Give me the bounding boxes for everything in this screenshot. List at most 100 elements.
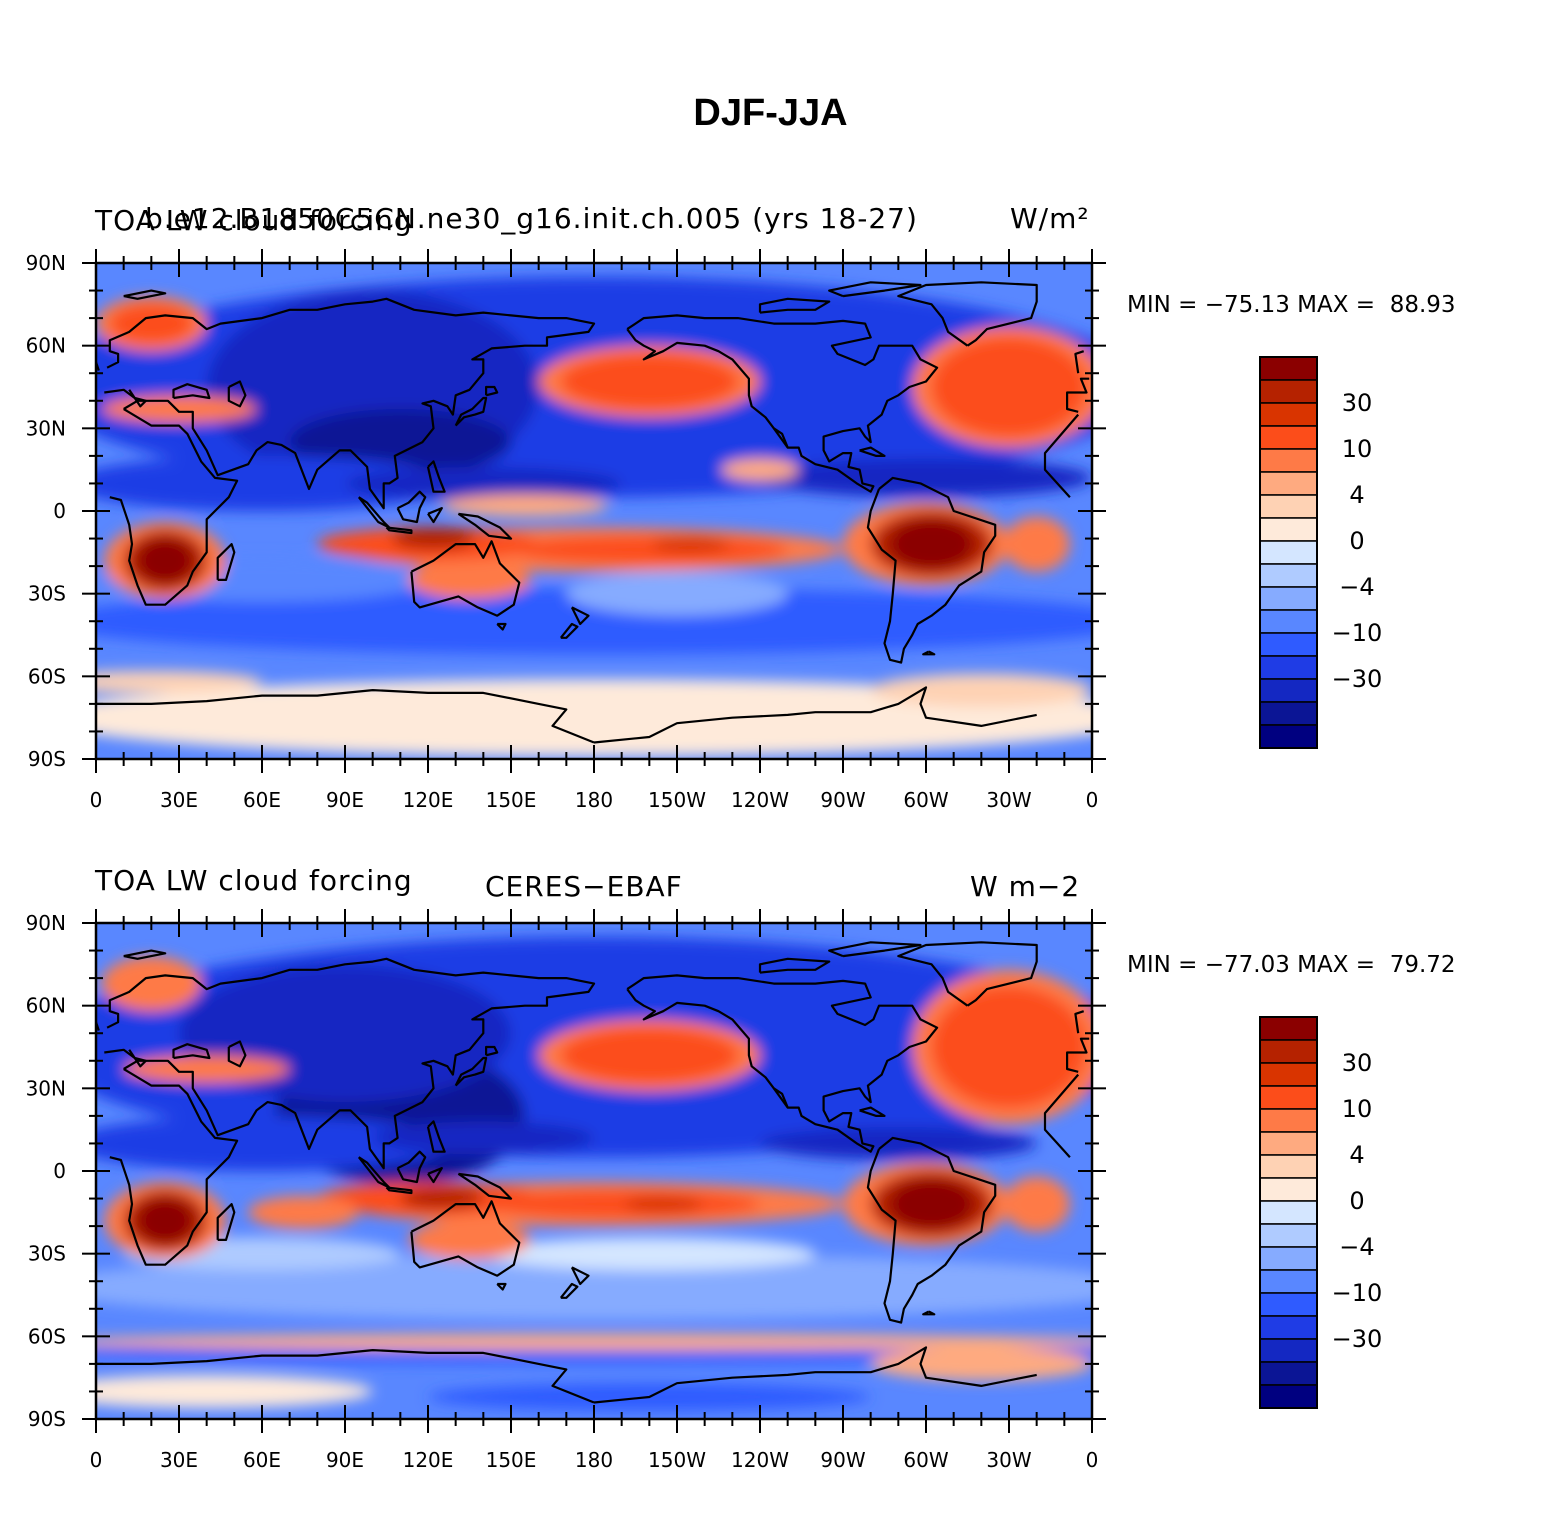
coastline: [172, 383, 211, 400]
contour-region: [560, 353, 738, 410]
colorbar-swatch: [1259, 1016, 1318, 1041]
contour-region: [248, 1195, 359, 1229]
panel-left-title: TOA LW cloud forcing: [95, 864, 413, 897]
coastline: [457, 512, 513, 540]
lon-tick-label: 0: [90, 1448, 103, 1472]
colorbar-swatch: [1259, 356, 1318, 381]
coastline: [454, 396, 488, 427]
colorbar-tick-label: 0: [1349, 1187, 1364, 1215]
contour-region: [372, 1121, 594, 1155]
coastline: [1043, 1073, 1080, 1158]
colorbar-tick-label: −10: [1332, 1279, 1383, 1307]
lon-tick-label: 30E: [160, 1448, 198, 1472]
lon-tick-label: 180: [575, 788, 613, 812]
lat-tick-label: 30S: [28, 582, 66, 606]
coastline: [385, 526, 413, 535]
colorbar-swatch: [1259, 1108, 1318, 1133]
coastline: [570, 1266, 590, 1286]
colorbar-swatch: [1259, 1384, 1318, 1409]
coastline: [593, 686, 1037, 744]
lat-tick-label: 0: [53, 1159, 66, 1183]
coastline: [96, 689, 595, 744]
contour-region: [624, 1195, 702, 1213]
coastline: [104, 1048, 147, 1068]
coastline: [216, 1203, 236, 1241]
colorbar-tick-label: 10: [1342, 1095, 1373, 1123]
contour-region: [931, 337, 1087, 437]
coastline: [496, 622, 507, 631]
colorbar-swatch: [1259, 1223, 1318, 1248]
colorbar-tick-label: 0: [1349, 527, 1364, 555]
lon-tick-label: 60W: [903, 788, 948, 812]
panel-units: W m−2: [970, 870, 1081, 903]
coastline: [859, 1106, 886, 1117]
lon-tick-label: 120E: [403, 1448, 454, 1472]
lon-tick-label: 30W: [986, 1448, 1031, 1472]
coastline: [866, 1136, 997, 1324]
lat-tick-label: 90S: [28, 1407, 66, 1431]
coastline: [426, 460, 446, 493]
contour-region: [870, 673, 1092, 707]
contour-region: [96, 588, 1092, 655]
colorbar-swatch: [1259, 678, 1318, 703]
coastline: [593, 1346, 1037, 1404]
coastline: [626, 974, 939, 1153]
colorbar-tick-label: 10: [1342, 435, 1373, 463]
contour-region: [870, 1347, 1092, 1381]
lon-tick-label: 0: [90, 788, 103, 812]
coastline: [773, 427, 789, 449]
contour-region: [931, 986, 1087, 1108]
coastline: [227, 1040, 247, 1068]
contour-region: [96, 1333, 1092, 1351]
coastline: [859, 446, 886, 457]
colorbar-tick-label: −30: [1332, 665, 1383, 693]
map-plot: 90N 60N 30N 0 30S 60S 90S 0 30E 60E 90E 120E 150E 180…: [26, 249, 1383, 812]
contour-region: [400, 1187, 484, 1210]
colorbar-swatch: [1259, 1154, 1318, 1179]
lon-tick-label: 150W: [648, 1448, 706, 1472]
coastline: [227, 380, 247, 408]
colorbar-swatch: [1259, 494, 1318, 519]
coastline: [385, 1186, 413, 1195]
lon-tick-label: 90E: [326, 788, 364, 812]
panel-center-title: CERES−EBAF: [485, 870, 683, 903]
colorbar-tick-label: 30: [1342, 1049, 1373, 1077]
lat-tick-label: 30N: [26, 416, 66, 440]
coastline: [485, 1045, 499, 1057]
coastline: [427, 1167, 443, 1184]
coastline: [106, 957, 596, 1170]
colorbar-swatch: [1259, 448, 1318, 473]
colorbar-tick-label: −4: [1339, 573, 1374, 601]
colorbar-tick-label: 30: [1342, 389, 1373, 417]
colorbar-swatch: [1259, 632, 1318, 657]
coastline: [172, 1043, 211, 1060]
contour-region: [560, 1027, 738, 1083]
coastline: [1065, 377, 1090, 413]
observation-panel: TOA LW cloud forcing CERES−EBAF W m−2 MI…: [0, 840, 1541, 1500]
colorbar-tick-label: 4: [1349, 1141, 1364, 1169]
lat-tick-label: 60S: [28, 1324, 66, 1348]
colorbar-frame: [1259, 1016, 1318, 1409]
contour-region: [96, 1374, 373, 1408]
coastline: [559, 622, 579, 639]
lat-tick-label: 30N: [26, 1076, 66, 1100]
lat-tick-label: 60N: [26, 994, 66, 1018]
lon-tick-label: 60W: [903, 1448, 948, 1472]
figure-title: DJF-JJA: [693, 92, 848, 134]
colorbar-swatch: [1259, 1062, 1318, 1087]
lon-tick-label: 120E: [403, 788, 454, 812]
colorbar-swatch: [1259, 471, 1318, 496]
lat-tick-label: 90N: [26, 911, 66, 935]
coastline: [496, 1282, 507, 1291]
contour-region: [441, 494, 608, 517]
coastline: [123, 949, 167, 960]
coastline: [109, 408, 239, 606]
coastline: [897, 281, 1038, 347]
contour-region: [408, 1220, 531, 1260]
coastline: [570, 606, 590, 626]
contour-region: [392, 527, 476, 550]
coastline: [426, 1120, 446, 1153]
colorbar-swatch: [1259, 1131, 1318, 1156]
colorbar-tick-label: −30: [1332, 1325, 1383, 1353]
contour-region: [652, 535, 730, 553]
